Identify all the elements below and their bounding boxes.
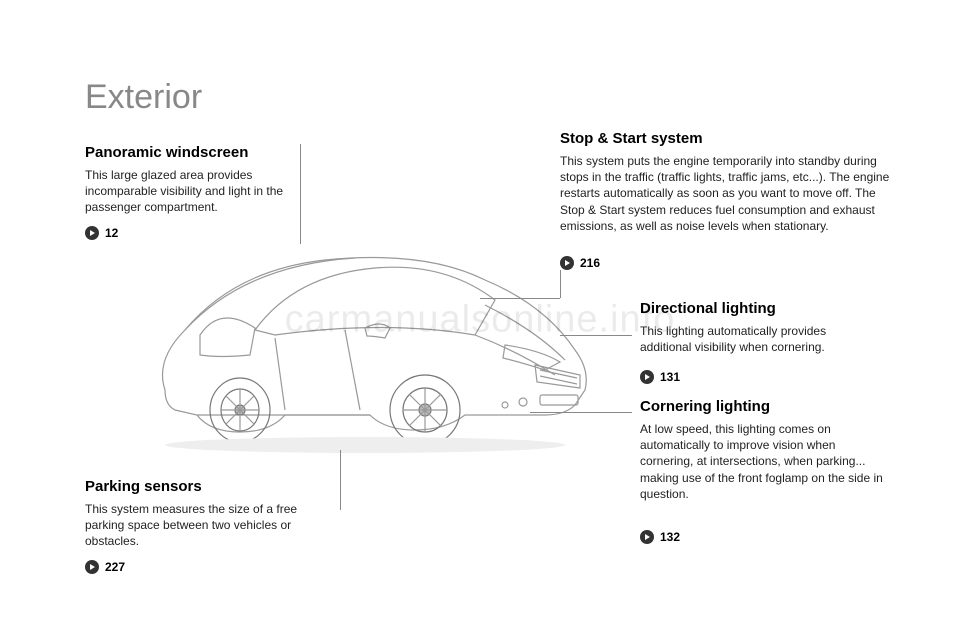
page-ref-parking: 227 <box>85 560 125 574</box>
leader-line <box>560 270 561 298</box>
section-title: Directional lighting <box>640 300 880 317</box>
page-ref-number: 227 <box>105 560 125 574</box>
section-body: At low speed, this lighting comes on aut… <box>640 421 890 502</box>
section-title: Stop & Start system <box>560 130 900 147</box>
arrow-icon <box>640 370 654 384</box>
page-ref-number: 132 <box>660 530 680 544</box>
arrow-icon <box>560 256 574 270</box>
leader-line <box>300 144 301 244</box>
page-ref-panoramic: 12 <box>85 226 118 240</box>
leader-line <box>340 450 341 510</box>
page-ref-number: 216 <box>580 256 600 270</box>
manual-page: Exterior <box>0 0 960 640</box>
page-ref-cornering: 132 <box>640 530 680 544</box>
section-stop-start: Stop & Start system This system puts the… <box>560 130 900 234</box>
section-body: This large glazed area provides incompar… <box>85 167 290 216</box>
arrow-icon <box>85 560 99 574</box>
section-body: This system measures the size of a free … <box>85 501 315 550</box>
section-title: Parking sensors <box>85 478 315 495</box>
section-directional: Directional lighting This lighting autom… <box>640 300 880 355</box>
section-body: This lighting automatically provides add… <box>640 323 880 355</box>
section-panoramic: Panoramic windscreen This large glazed a… <box>85 144 290 216</box>
section-title: Panoramic windscreen <box>85 144 290 161</box>
page-ref-number: 12 <box>105 226 118 240</box>
leader-line <box>530 412 632 413</box>
section-parking: Parking sensors This system measures the… <box>85 478 315 550</box>
section-body: This system puts the engine temporarily … <box>560 153 900 234</box>
section-title: Cornering lighting <box>640 398 890 415</box>
leader-line <box>560 335 632 336</box>
page-ref-number: 131 <box>660 370 680 384</box>
car-illustration <box>145 210 595 460</box>
page-ref-directional: 131 <box>640 370 680 384</box>
section-cornering: Cornering lighting At low speed, this li… <box>640 398 890 502</box>
page-title: Exterior <box>85 78 202 117</box>
arrow-icon <box>85 226 99 240</box>
arrow-icon <box>640 530 654 544</box>
page-ref-stop-start: 216 <box>560 256 600 270</box>
leader-line <box>480 298 560 299</box>
